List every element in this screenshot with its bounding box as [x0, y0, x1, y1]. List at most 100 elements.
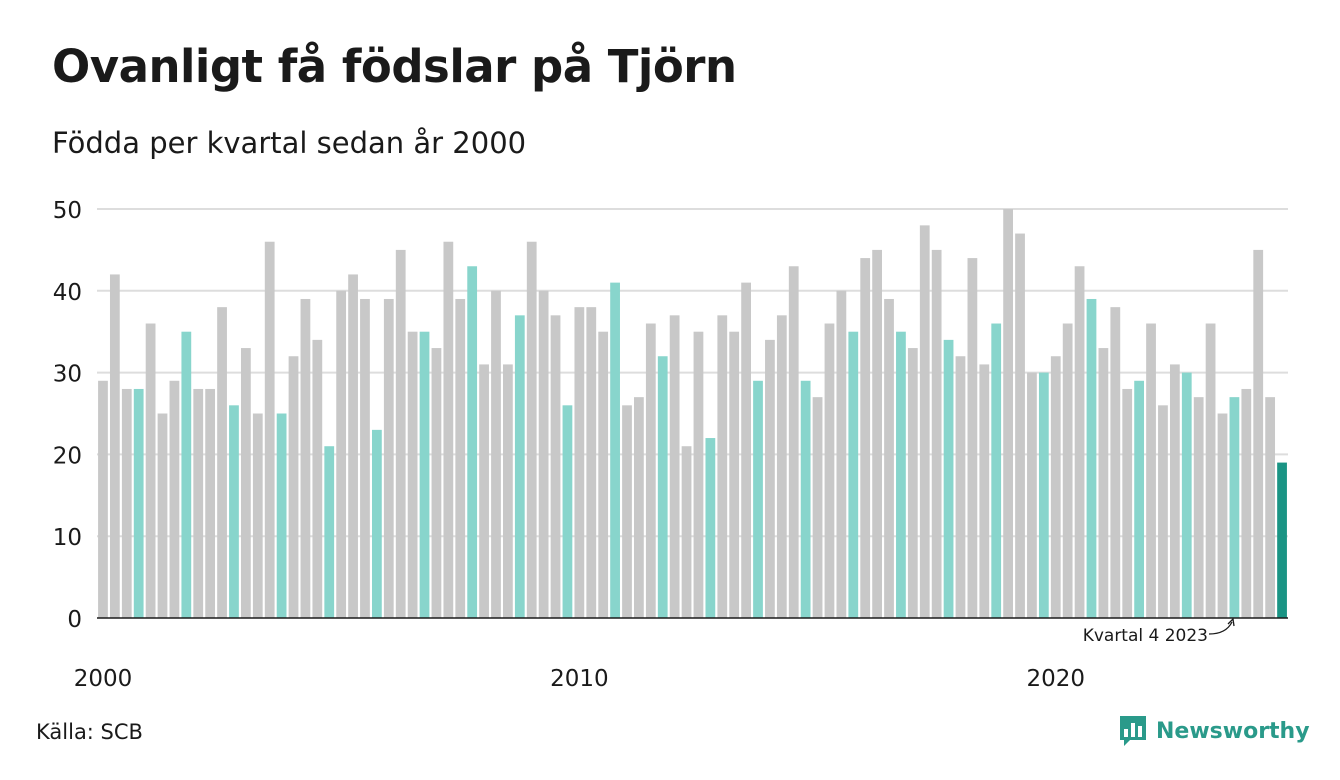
bar	[824, 323, 835, 618]
bar	[360, 298, 370, 618]
bar	[264, 241, 275, 618]
bar	[348, 274, 358, 618]
bar	[1038, 372, 1049, 618]
bar	[169, 380, 180, 618]
bar	[1205, 323, 1216, 618]
bar	[133, 388, 144, 618]
latest-annotation: Kvartal 4 2023	[1083, 617, 1235, 646]
bar	[312, 339, 323, 618]
bar	[848, 331, 859, 618]
bar	[1193, 397, 1204, 618]
bar	[121, 388, 132, 618]
bar	[788, 266, 799, 618]
bar	[1062, 323, 1073, 618]
bar	[407, 331, 418, 618]
bar	[419, 331, 430, 618]
bar	[193, 388, 204, 618]
bar	[884, 298, 894, 618]
bar	[967, 258, 978, 618]
bar	[562, 405, 573, 618]
bar	[753, 380, 763, 618]
bar	[181, 331, 192, 618]
bar	[229, 405, 239, 618]
bar	[943, 339, 954, 618]
bar	[765, 339, 775, 618]
x-tick-label: 2000	[74, 666, 133, 692]
bar	[526, 241, 537, 618]
bar	[586, 307, 597, 618]
bar	[669, 315, 680, 618]
y-tick-label: 50	[53, 198, 82, 224]
bar	[1015, 233, 1025, 619]
bar	[622, 405, 632, 618]
bar	[907, 348, 918, 618]
bar	[1181, 372, 1192, 618]
bar	[800, 380, 811, 618]
bar	[729, 331, 740, 618]
bar	[717, 315, 728, 618]
bar	[1122, 388, 1133, 618]
bar	[300, 298, 311, 618]
bar	[896, 331, 906, 618]
bar	[931, 249, 942, 618]
bar	[1134, 380, 1145, 618]
bar	[1217, 413, 1228, 618]
bar	[693, 331, 704, 618]
bar	[1265, 397, 1276, 618]
bar	[1277, 462, 1287, 618]
bar	[598, 331, 609, 618]
bar	[705, 438, 716, 618]
bar	[503, 364, 513, 618]
bar	[574, 307, 585, 618]
bar	[776, 315, 787, 618]
brand-name: Newsworthy	[1156, 718, 1310, 744]
bar	[1241, 388, 1252, 618]
bar	[645, 323, 656, 618]
bar	[491, 290, 501, 618]
x-tick-label: 2020	[1027, 666, 1086, 692]
bar	[240, 348, 251, 618]
bar	[681, 446, 692, 618]
bar	[657, 356, 668, 618]
axes: 0 10 20 30 40 50 2000 2010 2020	[53, 198, 1288, 692]
bar	[514, 315, 525, 618]
bar	[443, 241, 454, 618]
bar	[383, 298, 394, 618]
y-tick-label: 40	[53, 280, 82, 306]
bar	[217, 307, 227, 618]
bar	[634, 397, 644, 618]
y-tick-label: 0	[67, 607, 82, 633]
x-tick-label: 2010	[550, 666, 609, 692]
brand-logo: Newsworthy	[1118, 714, 1310, 748]
newsworthy-logo-icon	[1120, 716, 1146, 746]
bars	[98, 209, 1287, 619]
bar	[872, 249, 882, 618]
bar	[479, 364, 489, 618]
bar	[1003, 209, 1013, 618]
annotation-arrowhead	[1227, 617, 1235, 627]
bar	[1027, 372, 1037, 618]
bar	[1146, 323, 1156, 618]
bar	[145, 323, 156, 618]
bar	[467, 266, 478, 618]
bar	[1074, 266, 1085, 618]
bar	[1098, 348, 1109, 618]
bar	[324, 446, 335, 618]
bar	[252, 413, 263, 618]
y-tick-label: 10	[53, 525, 82, 551]
bar	[395, 249, 406, 618]
bar	[372, 429, 382, 618]
annotation-arrow	[1208, 621, 1233, 635]
bar	[1253, 249, 1264, 618]
bar	[1169, 364, 1180, 618]
y-tick-label: 20	[53, 443, 82, 469]
chart-title: Ovanligt få födslar på Tjörn	[52, 40, 737, 93]
bar	[812, 397, 823, 618]
y-tick-label: 30	[53, 362, 82, 388]
bar	[455, 298, 466, 618]
bar	[919, 225, 930, 619]
bar	[431, 348, 442, 618]
bar	[98, 380, 108, 618]
chart-subtitle: Födda per kvartal sedan år 2000	[52, 126, 527, 160]
